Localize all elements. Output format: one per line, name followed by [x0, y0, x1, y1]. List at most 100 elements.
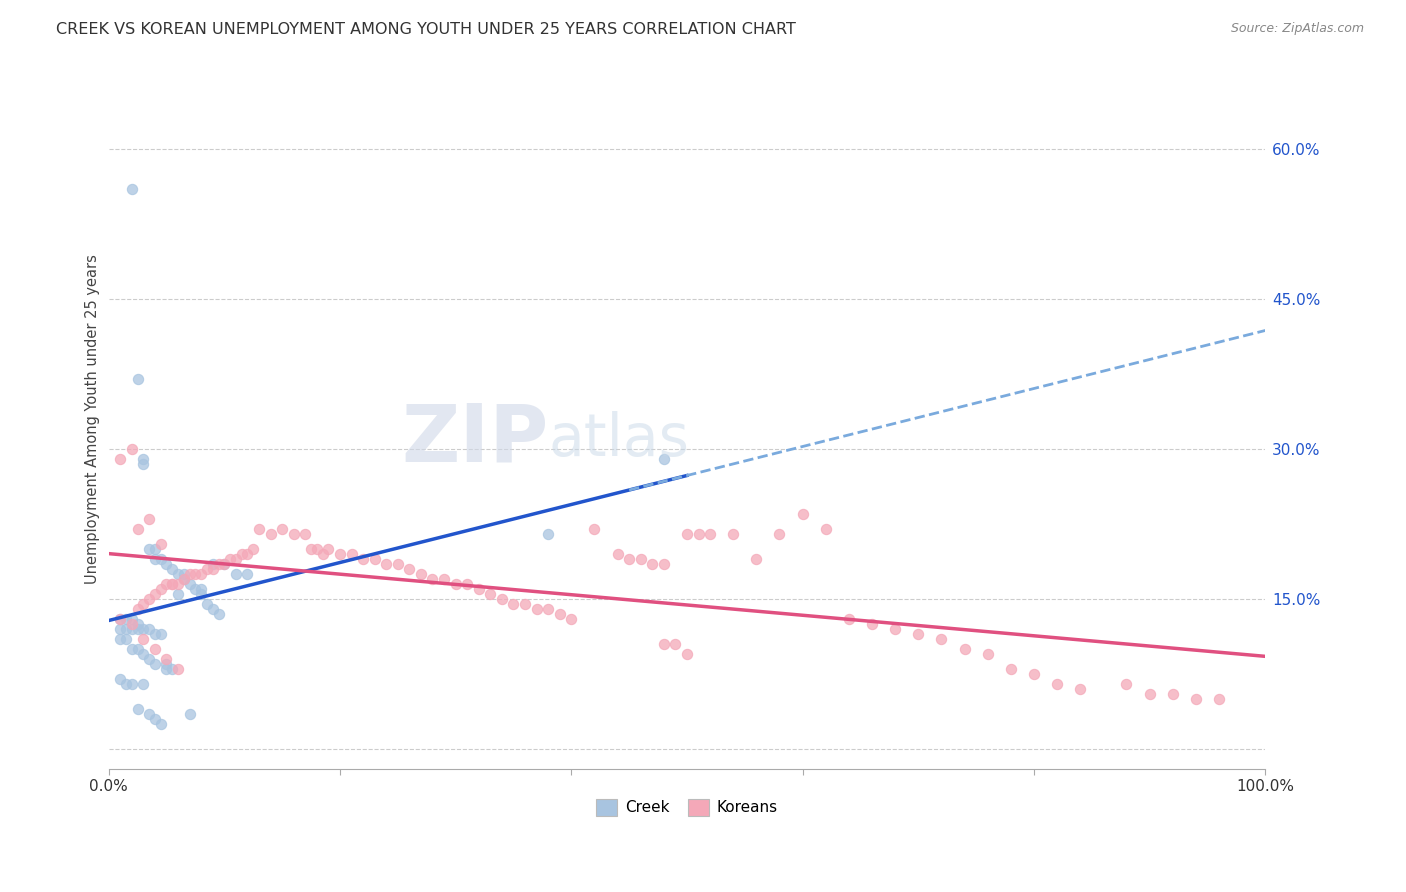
Point — [121, 622, 143, 636]
Point — [162, 562, 184, 576]
Point — [219, 552, 242, 566]
Point — [138, 707, 160, 722]
Point — [699, 527, 721, 541]
Point — [132, 597, 155, 611]
Point — [1000, 662, 1022, 676]
Point — [115, 677, 138, 691]
Point — [907, 627, 929, 641]
Point — [792, 507, 814, 521]
Point — [1139, 687, 1161, 701]
Point — [363, 552, 385, 566]
Point — [745, 552, 768, 566]
Point — [398, 562, 420, 576]
Point — [433, 572, 456, 586]
Point — [190, 587, 212, 601]
Point — [1046, 677, 1069, 691]
Point — [201, 562, 224, 576]
Point — [132, 622, 155, 636]
Point — [1022, 667, 1045, 681]
Point — [976, 647, 998, 661]
Point — [294, 527, 316, 541]
Point — [838, 612, 860, 626]
Point — [548, 607, 571, 621]
Point — [108, 632, 131, 647]
Point — [676, 647, 699, 661]
Point — [652, 557, 675, 571]
Point — [502, 597, 524, 611]
Point — [173, 572, 195, 586]
Point — [121, 612, 143, 626]
Point — [242, 542, 264, 557]
Point — [201, 602, 224, 616]
Point — [537, 527, 560, 541]
Point — [149, 717, 172, 731]
Point — [143, 587, 166, 601]
Point — [167, 577, 190, 591]
Point — [409, 567, 432, 582]
Point — [207, 557, 229, 571]
Point — [236, 547, 259, 561]
Point — [143, 642, 166, 657]
Point — [953, 642, 976, 657]
Point — [149, 582, 172, 596]
Point — [179, 567, 201, 582]
Point — [149, 627, 172, 641]
Point — [143, 712, 166, 726]
Point — [127, 602, 149, 616]
Point — [132, 452, 155, 467]
Point — [207, 607, 229, 621]
Point — [652, 452, 675, 467]
Point — [340, 547, 363, 561]
Point — [132, 677, 155, 691]
Text: Source: ZipAtlas.com: Source: ZipAtlas.com — [1230, 22, 1364, 36]
Point — [259, 527, 281, 541]
Point — [179, 577, 201, 591]
Point — [184, 582, 207, 596]
Point — [676, 527, 699, 541]
Point — [491, 592, 513, 607]
Point — [468, 582, 491, 596]
Point — [138, 512, 160, 526]
Point — [143, 627, 166, 641]
Point — [127, 702, 149, 716]
Point — [121, 181, 143, 195]
Point — [190, 582, 212, 596]
Point — [127, 642, 149, 657]
Point — [195, 562, 218, 576]
Point — [1069, 682, 1091, 697]
Point — [225, 552, 247, 566]
Point — [271, 522, 294, 536]
Point — [132, 632, 155, 647]
Point — [155, 652, 177, 666]
Point — [931, 632, 953, 647]
Point — [479, 587, 502, 601]
Text: atlas: atlas — [548, 411, 689, 468]
Point — [184, 567, 207, 582]
Point — [814, 522, 837, 536]
Point — [630, 552, 652, 566]
Point — [127, 617, 149, 632]
Point — [149, 552, 172, 566]
Point — [225, 567, 247, 582]
Point — [860, 617, 883, 632]
Point — [115, 632, 138, 647]
Point — [179, 707, 201, 722]
Point — [1185, 692, 1208, 706]
Point — [387, 557, 409, 571]
Point — [195, 597, 218, 611]
Point — [173, 567, 195, 582]
Point — [617, 552, 640, 566]
Point — [167, 587, 190, 601]
Text: ZIP: ZIP — [401, 401, 548, 479]
Point — [121, 677, 143, 691]
Point — [352, 552, 374, 566]
Point — [167, 567, 190, 582]
Point — [149, 537, 172, 551]
Point — [108, 452, 131, 467]
Point — [311, 547, 333, 561]
Y-axis label: Unemployment Among Youth under 25 years: Unemployment Among Youth under 25 years — [86, 254, 100, 584]
Point — [143, 542, 166, 557]
Point — [444, 577, 467, 591]
Point — [664, 637, 686, 651]
Point — [606, 547, 628, 561]
